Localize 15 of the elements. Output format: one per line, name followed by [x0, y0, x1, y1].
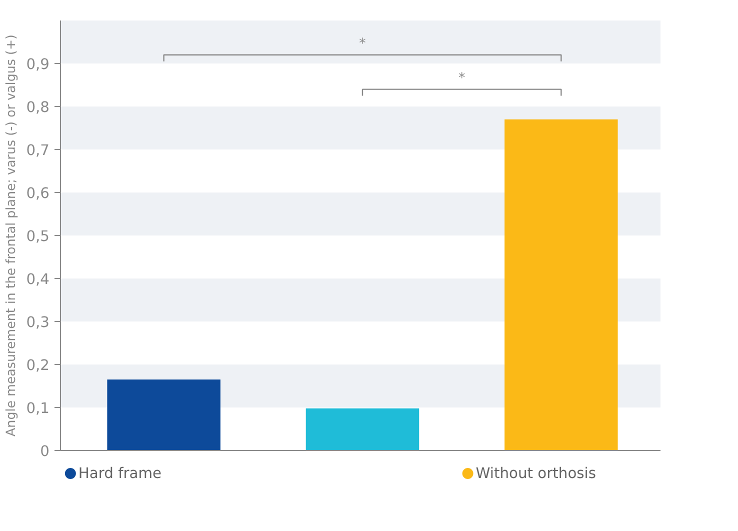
y-tick-label: 0,9 — [26, 56, 50, 73]
y-tick-label: 0,5 — [26, 228, 50, 245]
annotation: * — [458, 70, 466, 86]
legend-label: Without orthosis — [476, 465, 596, 482]
y-tick-label: 0,1 — [26, 400, 50, 417]
y-tick-label: 0,6 — [26, 185, 50, 202]
y-tick-label: 0,8 — [26, 99, 50, 116]
y-tick-label: 0 — [40, 443, 50, 460]
annotation: * — [359, 36, 366, 52]
y-tick-label: 0,7 — [26, 142, 50, 159]
y-tick-label: 0,4 — [26, 271, 50, 288]
legend-label: Hard frame — [78, 465, 162, 482]
y-axis-title: Angle measurement in the frontal plane; varus (-) or valgus (+) — [3, 34, 18, 436]
y-tick-label: 0,3 — [26, 314, 50, 331]
y-tick-label: 0,2 — [26, 357, 50, 374]
